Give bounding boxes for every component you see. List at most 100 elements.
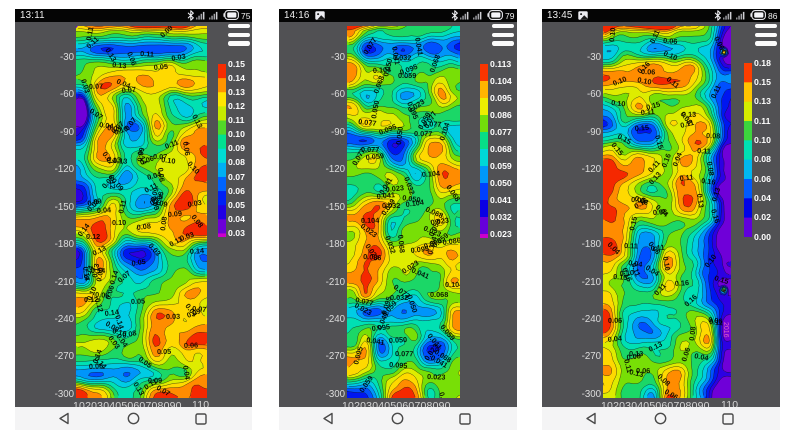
svg-text:0.13: 0.13 (113, 156, 128, 166)
svg-text:0.09: 0.09 (148, 376, 162, 385)
svg-text:0.13: 0.13 (709, 186, 722, 202)
svg-text:0.13: 0.13 (629, 349, 643, 358)
svg-text:0.03: 0.03 (166, 312, 180, 321)
svg-text:0.06: 0.06 (103, 284, 116, 300)
svg-text:0.06: 0.06 (708, 315, 723, 326)
svg-text:0.11: 0.11 (679, 118, 695, 130)
svg-text:0.11: 0.11 (709, 317, 724, 327)
svg-text:0.14: 0.14 (107, 268, 120, 285)
svg-text:0.14: 0.14 (104, 307, 120, 318)
svg-text:0.05: 0.05 (131, 257, 146, 268)
svg-text:0.06: 0.06 (663, 36, 678, 46)
svg-text:0.086: 0.086 (363, 252, 382, 262)
svg-text:0.14: 0.14 (190, 246, 206, 256)
svg-text:0.10: 0.10 (637, 75, 653, 87)
svg-text:0.10: 0.10 (161, 155, 176, 166)
svg-text:0.09: 0.09 (149, 195, 161, 211)
svg-text:0.03: 0.03 (179, 230, 195, 243)
svg-text:0.023: 0.023 (427, 372, 446, 382)
svg-text:0.095: 0.095 (371, 322, 390, 333)
svg-text:0.095: 0.095 (410, 244, 429, 255)
svg-text:0.15: 0.15 (653, 134, 666, 150)
svg-text:0.03: 0.03 (171, 51, 187, 63)
svg-text:0.104: 0.104 (405, 197, 425, 209)
svg-text:0.15: 0.15 (613, 272, 628, 282)
svg-text:0.068: 0.068 (430, 290, 448, 299)
svg-text:0.16: 0.16 (701, 176, 716, 187)
svg-text:0.11: 0.11 (640, 107, 655, 117)
svg-text:0.104: 0.104 (422, 169, 442, 179)
svg-text:0.059: 0.059 (398, 71, 416, 80)
svg-text:0.09: 0.09 (87, 196, 103, 208)
svg-text:0.10: 0.10 (661, 256, 672, 271)
svg-text:0.077: 0.077 (358, 117, 377, 128)
svg-text:0.08: 0.08 (122, 328, 138, 340)
svg-text:0.12: 0.12 (84, 295, 98, 304)
svg-text:0.104: 0.104 (373, 65, 393, 75)
svg-text:0.08: 0.08 (153, 190, 165, 206)
svg-text:0.032: 0.032 (382, 201, 400, 210)
svg-text:0.077: 0.077 (414, 129, 432, 138)
svg-text:0.08: 0.08 (653, 207, 668, 217)
svg-text:0.032: 0.032 (393, 53, 411, 62)
svg-text:0.10: 0.10 (112, 218, 126, 227)
svg-text:0.05: 0.05 (131, 297, 146, 306)
svg-text:0.06: 0.06 (641, 67, 656, 76)
svg-text:0.13: 0.13 (695, 193, 706, 208)
svg-text:0.10: 0.10 (611, 98, 626, 108)
svg-text:0.08: 0.08 (158, 216, 169, 231)
svg-text:0.06: 0.06 (181, 141, 192, 156)
svg-text:0.11: 0.11 (697, 146, 711, 156)
svg-text:0.10: 0.10 (620, 268, 635, 278)
svg-text:0.06: 0.06 (156, 167, 167, 182)
svg-text:0.03: 0.03 (187, 198, 202, 209)
svg-text:0.077: 0.077 (361, 145, 379, 154)
svg-text:0.05: 0.05 (107, 123, 122, 134)
svg-text:0.023: 0.023 (430, 216, 449, 227)
svg-text:0.095: 0.095 (389, 360, 408, 370)
svg-text:0.08: 0.08 (136, 221, 151, 232)
svg-text:0.11: 0.11 (650, 243, 665, 253)
svg-text:0.14: 0.14 (91, 266, 106, 275)
svg-text:0.032: 0.032 (390, 293, 408, 302)
svg-text:0.07: 0.07 (153, 152, 167, 161)
svg-text:0.06: 0.06 (631, 195, 646, 205)
svg-text:0.12: 0.12 (93, 297, 105, 313)
svg-text:0.10: 0.10 (112, 326, 128, 338)
svg-text:0.077: 0.077 (355, 295, 375, 308)
svg-text:0.041: 0.041 (376, 190, 395, 201)
svg-text:0.09: 0.09 (135, 147, 146, 163)
svg-text:0.06: 0.06 (679, 346, 692, 362)
svg-text:0.050: 0.050 (381, 58, 394, 78)
svg-text:0.041: 0.041 (413, 37, 425, 57)
svg-text:0.11: 0.11 (116, 199, 128, 215)
svg-text:0.06: 0.06 (89, 361, 104, 371)
svg-text:0.06: 0.06 (184, 341, 199, 350)
svg-text:0.04: 0.04 (99, 120, 115, 131)
svg-text:0.15: 0.15 (713, 273, 729, 286)
svg-text:0.11: 0.11 (140, 49, 154, 59)
svg-text:0.11: 0.11 (679, 172, 694, 183)
svg-text:0.104: 0.104 (445, 280, 460, 289)
svg-text:0.04: 0.04 (146, 169, 163, 182)
svg-text:0.059: 0.059 (365, 151, 384, 162)
svg-text:0.09: 0.09 (94, 267, 106, 283)
svg-text:0.077: 0.077 (423, 119, 442, 129)
svg-text:0.11: 0.11 (84, 26, 95, 41)
svg-text:0.15: 0.15 (645, 99, 661, 112)
svg-text:0.04: 0.04 (97, 205, 113, 215)
svg-text:0.08: 0.08 (706, 131, 721, 140)
svg-text:0.11: 0.11 (622, 358, 634, 374)
svg-text:0.023: 0.023 (385, 183, 404, 194)
svg-text:0.13: 0.13 (107, 155, 122, 165)
svg-text:0.13: 0.13 (112, 60, 127, 70)
svg-text:0.09: 0.09 (167, 209, 182, 219)
svg-text:0.16: 0.16 (675, 278, 690, 288)
svg-text:0.104: 0.104 (361, 216, 380, 225)
svg-text:0.13: 0.13 (682, 110, 696, 119)
svg-text:0.09: 0.09 (153, 197, 169, 209)
svg-text:0.10: 0.10 (113, 124, 129, 137)
svg-text:0.13: 0.13 (629, 367, 645, 379)
svg-text:0.086: 0.086 (442, 236, 460, 247)
svg-text:0.04: 0.04 (181, 365, 192, 381)
